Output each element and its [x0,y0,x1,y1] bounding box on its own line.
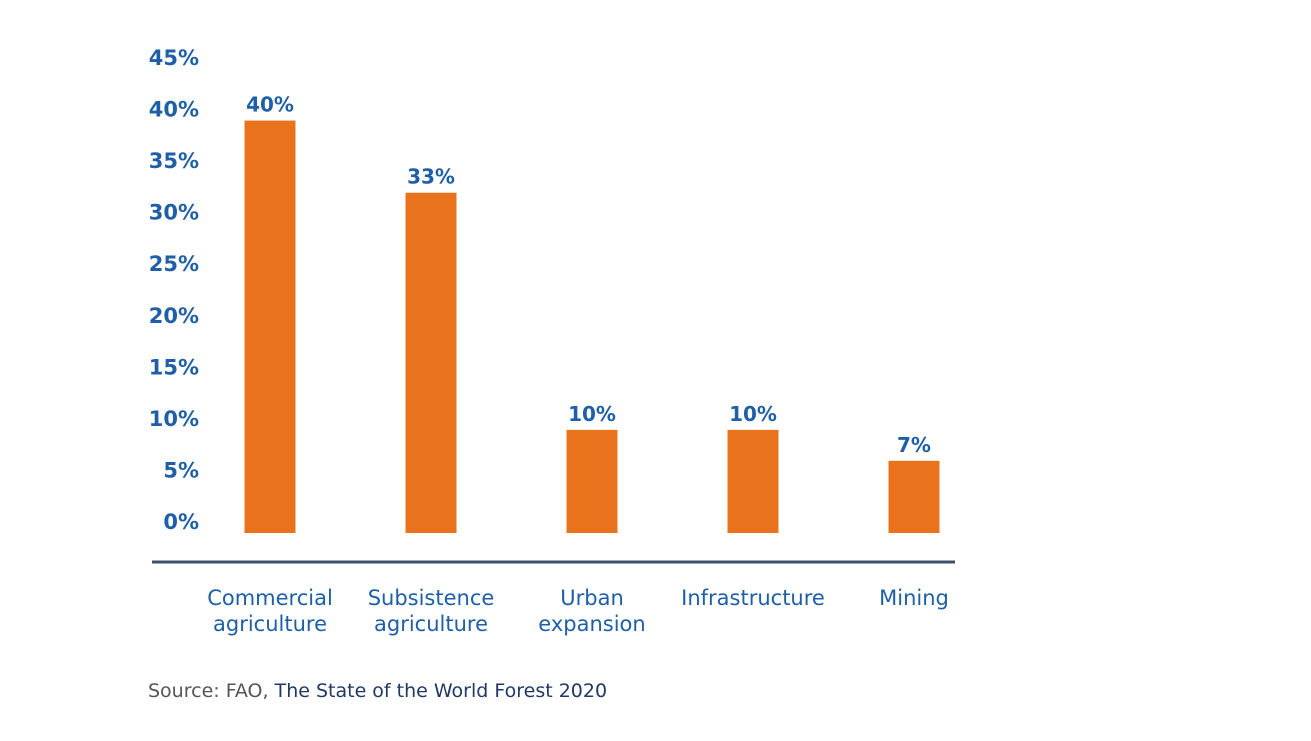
y-tick-label: 20% [149,304,199,328]
x-category-label-line: expansion [538,612,645,636]
y-tick-label: 5% [163,458,199,482]
bar [888,460,940,533]
bar [727,429,779,533]
bar [405,192,457,533]
x-category-label: Urban expansion [538,586,645,636]
source-title: The State of the World Forest 2020 [274,680,608,702]
y-tick-label: 0% [163,510,199,534]
x-category-label-line: Mining [879,586,949,610]
y-tick-label: 10% [149,407,199,431]
bars [244,120,940,534]
data-label: 40% [246,93,294,117]
x-category-label: Commercial agriculture [207,586,333,636]
y-tick-label: 40% [149,98,199,122]
bar [566,429,618,533]
bar [244,120,296,534]
x-category-label-line: Urban [560,586,624,610]
source-note: Source: FAO, The State of the World Fore… [148,680,607,702]
x-category-label: Mining [879,586,949,610]
x-category-label-line: agriculture [213,612,327,636]
x-category-label-line: Subsistence [368,586,495,610]
x-category-label-line: agriculture [374,612,488,636]
y-tick-label: 15% [149,355,199,379]
data-label: 10% [729,402,777,426]
y-axis-ticks: 0% 5% 10% 15% 20% 25% 30% 35% 40% 45% [149,46,199,534]
x-category-label: Subsistence agriculture [368,586,495,636]
data-label: 33% [407,165,455,189]
x-category-label: Infrastructure [681,586,825,610]
y-tick-label: 30% [149,201,199,225]
data-label: 7% [897,433,931,457]
data-label: 10% [568,402,616,426]
y-tick-label: 25% [149,252,199,276]
y-tick-label: 45% [149,46,199,70]
source-prefix: Source: FAO, [148,680,275,702]
x-category-label-line: Infrastructure [681,586,825,610]
x-category-label-line: Commercial [207,586,333,610]
y-tick-label: 35% [149,149,199,173]
data-labels: 40% 33% 10% 10% 7% [246,93,931,457]
